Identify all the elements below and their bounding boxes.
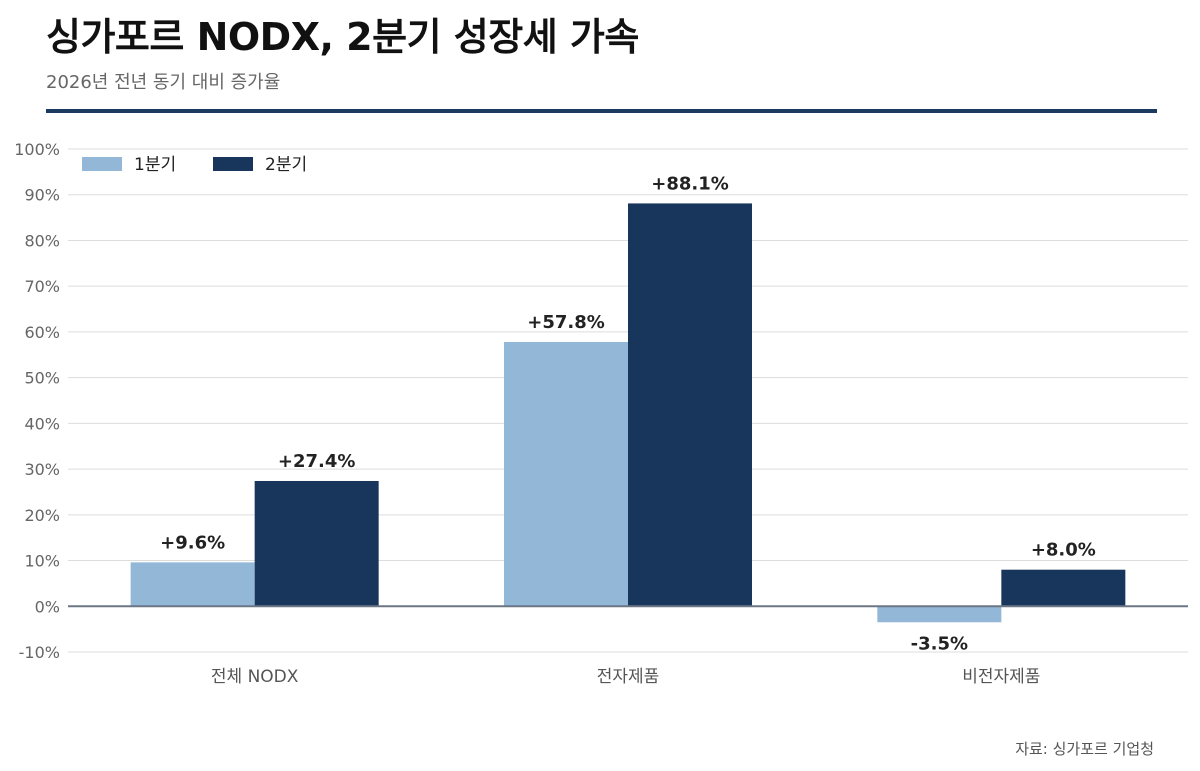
source-note: 자료: 싱가포르 기업청 [1015, 740, 1154, 758]
y-tick-label: 60% [24, 323, 60, 342]
x-category-label: 전체 NODX [211, 667, 299, 687]
y-tick-label: 80% [24, 231, 60, 250]
x-axis-categories: 전체 NODX 전자제품 비전자제품 [211, 667, 1041, 687]
data-label: -3.5% [911, 633, 968, 654]
legend-swatch [82, 157, 122, 171]
data-label: +9.6% [160, 532, 225, 553]
bar [628, 203, 752, 607]
y-tick-label: 10% [24, 552, 60, 571]
legend-swatch [213, 157, 253, 171]
y-tick-label: 20% [24, 506, 60, 525]
bar [130, 562, 255, 607]
legend: 1분기 2분기 [82, 155, 307, 175]
chart-subtitle: 2026년 전년 동기 대비 증가율 [46, 72, 281, 93]
y-tick-label: 100% [14, 140, 60, 159]
y-tick-label: 70% [24, 277, 60, 296]
data-label: +57.8% [527, 312, 605, 333]
chart-title: 싱가포르 NODX, 2분기 성장세 가속 [46, 15, 639, 59]
y-tick-label: -10% [19, 643, 60, 662]
data-label: +8.0% [1031, 540, 1096, 561]
y-tick-label: 0% [35, 597, 60, 616]
bar [504, 341, 628, 607]
legend-label: 1분기 [134, 155, 176, 175]
title-divider [46, 109, 1157, 113]
x-category-label: 비전자제품 [962, 667, 1040, 687]
bar [254, 480, 379, 607]
bar [1001, 569, 1126, 607]
legend-label: 2분기 [265, 155, 307, 175]
data-label: +88.1% [651, 173, 729, 194]
data-labels: +9.6% +27.4% +57.8% +88.1% -3.5% +8.0% [160, 173, 1096, 654]
y-tick-label: 40% [24, 414, 60, 433]
y-tick-label: 30% [24, 460, 60, 479]
bars [130, 203, 1126, 623]
x-category-label: 전자제품 [597, 667, 660, 687]
y-tick-label: 90% [24, 186, 60, 205]
y-axis-ticks: -10% 0% 10% 20% 30% 40% 50% 60% 70% 80% 90% 100% [14, 140, 60, 662]
bar [877, 606, 1002, 623]
data-label: +27.4% [278, 451, 356, 472]
y-tick-label: 50% [24, 369, 60, 388]
